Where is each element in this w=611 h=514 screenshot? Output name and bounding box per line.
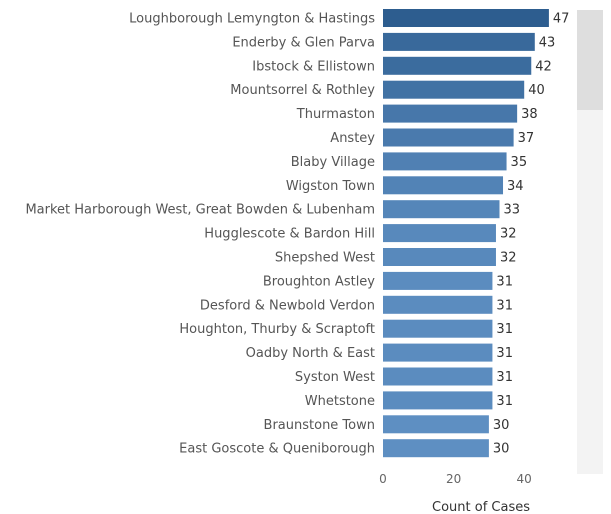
category-label: Syston West [295, 370, 375, 385]
category-label: Houghton, Thurby & Scraptoft [179, 322, 375, 337]
bar[interactable] [383, 152, 507, 171]
bar[interactable] [383, 128, 514, 147]
category-label: Mountsorrel & Rothley [230, 83, 375, 98]
bar[interactable] [383, 295, 493, 314]
bar[interactable] [383, 248, 496, 266]
value-label: 30 [493, 418, 510, 433]
x-axis-ticks: 0 20 40 [379, 472, 532, 486]
category-label: Thurmaston [296, 107, 375, 122]
value-labels: 47 43 42 40 38 37 35 34 33 32 32 31 31 31 31 31 31 30 30 [493, 12, 570, 457]
value-label: 30 [493, 442, 510, 457]
bar[interactable] [383, 224, 496, 243]
bar[interactable] [383, 391, 493, 410]
value-label: 37 [518, 131, 535, 146]
value-label: 40 [528, 83, 545, 98]
scrollbar-thumb[interactable] [577, 10, 603, 110]
value-label: 42 [535, 59, 552, 74]
value-label: 33 [503, 203, 520, 218]
value-label: 31 [496, 322, 513, 337]
category-label: Broughton Astley [263, 274, 375, 289]
category-label: Wigston Town [286, 179, 375, 194]
category-label: Whetstone [305, 394, 375, 409]
x-axis-title: Count of Cases [432, 500, 530, 514]
value-label: 31 [496, 346, 513, 361]
category-label: Ibstock & Ellistown [252, 59, 375, 74]
value-label: 32 [500, 251, 517, 266]
category-label: Loughborough Lemyngton & Hastings [129, 12, 375, 27]
value-label: 31 [496, 274, 513, 289]
category-labels: Loughborough Lemyngton & Hastings Enderby… [25, 12, 375, 457]
bar[interactable] [383, 32, 535, 51]
category-label: Hugglescote & Bardon Hill [204, 227, 375, 242]
category-label: Shepshed West [275, 251, 375, 266]
value-label: 31 [496, 298, 513, 313]
value-label: 31 [496, 394, 513, 409]
x-tick-label: 40 [517, 472, 532, 486]
scrollbar[interactable] [577, 10, 603, 474]
category-label: East Goscote & Queniborough [179, 442, 375, 457]
bar[interactable] [383, 9, 549, 27]
bar[interactable] [383, 271, 493, 290]
category-label: Oadby North & East [246, 346, 375, 361]
value-label: 35 [511, 155, 528, 170]
bar[interactable] [383, 439, 489, 458]
value-label: 43 [539, 35, 556, 50]
value-label: 47 [553, 12, 570, 27]
value-label: 34 [507, 179, 524, 194]
bar[interactable] [383, 56, 532, 75]
category-label: Blaby Village [291, 155, 375, 170]
bar[interactable] [383, 176, 504, 195]
value-label: 32 [500, 227, 517, 242]
bar[interactable] [383, 200, 500, 219]
x-tick-label: 0 [379, 472, 387, 486]
bar[interactable] [383, 319, 493, 338]
value-label: 31 [496, 370, 513, 385]
bars[interactable] [383, 9, 549, 458]
category-label: Desford & Newbold Verdon [200, 298, 375, 313]
bar[interactable] [383, 415, 489, 434]
category-label: Market Harborough West, Great Bowden & L… [25, 203, 375, 218]
category-label: Braunstone Town [264, 418, 375, 433]
bar[interactable] [383, 367, 493, 386]
bar[interactable] [383, 104, 518, 123]
category-label: Anstey [330, 131, 375, 146]
bar[interactable] [383, 343, 493, 362]
bar[interactable] [383, 80, 525, 99]
value-label: 38 [521, 107, 538, 122]
category-label: Enderby & Glen Parva [232, 35, 375, 50]
x-tick-label: 20 [446, 472, 461, 486]
